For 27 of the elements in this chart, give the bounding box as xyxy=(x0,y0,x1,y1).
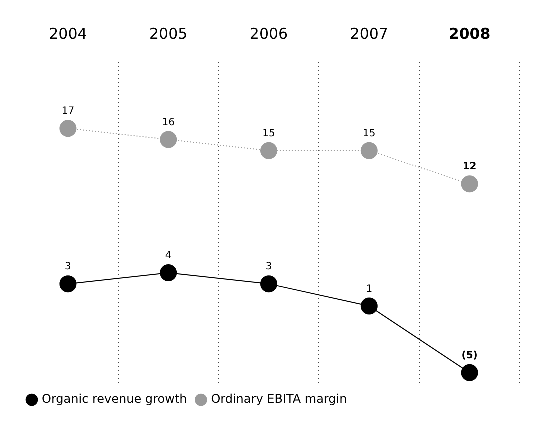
data-label: 15 xyxy=(363,128,376,140)
data-label: 16 xyxy=(162,117,175,128)
point xyxy=(160,264,178,282)
point xyxy=(461,364,478,382)
x-tick-label: 2004 xyxy=(49,24,88,43)
x-tick-label: 2008 xyxy=(448,24,491,43)
legend-label: Organic revenue growth xyxy=(42,392,188,406)
data-label: 1 xyxy=(366,284,373,295)
data-label: 4 xyxy=(165,250,172,262)
point xyxy=(160,131,178,148)
data-label: 12 xyxy=(462,162,477,173)
data-label: 17 xyxy=(62,106,75,118)
x-tick-label: 2005 xyxy=(150,24,188,43)
data-label: 15 xyxy=(262,128,276,140)
x-tick-label: 2006 xyxy=(250,24,288,43)
data-label: (5) xyxy=(462,350,478,362)
point xyxy=(461,176,478,193)
point xyxy=(260,276,278,293)
point xyxy=(60,120,77,138)
point xyxy=(360,142,378,160)
x-tick-label: 2007 xyxy=(350,24,388,43)
data-label: 3 xyxy=(65,262,72,273)
point xyxy=(360,298,378,315)
point xyxy=(60,276,77,293)
point xyxy=(260,142,278,160)
data-label: 3 xyxy=(266,262,272,273)
legend-label: Ordinary EBITA margin xyxy=(211,392,348,406)
